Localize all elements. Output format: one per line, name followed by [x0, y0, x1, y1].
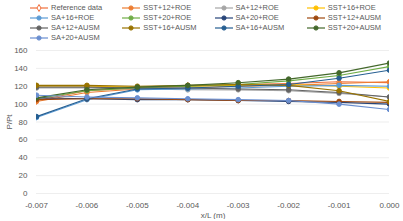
- html-text:SA+12+ROE: SA+12+ROE: [235, 3, 279, 12]
- svg-text:-0.007: -0.007: [25, 201, 48, 210]
- svg-text:120: 120: [14, 82, 28, 91]
- html-text:SST+20+AUSM: SST+20+AUSM: [327, 23, 382, 32]
- svg-text:-0.001: -0.001: [328, 201, 351, 210]
- svg-text:-0.006: -0.006: [76, 201, 99, 210]
- svg-text:0: 0: [23, 189, 28, 198]
- svg-text:20: 20: [19, 171, 28, 180]
- html-text:SA+12+AUSM: SA+12+AUSM: [51, 23, 100, 32]
- html-text:SST+12+AUSM: SST+12+AUSM: [327, 13, 382, 22]
- svg-text:-0.002: -0.002: [277, 201, 300, 210]
- svg-text:80: 80: [19, 118, 28, 127]
- html-text:Reference data: Reference data: [51, 3, 103, 12]
- svg-text:P/Pt: P/Pt: [5, 114, 14, 130]
- svg-text:140: 140: [14, 64, 28, 73]
- html-text:SA+16+AUSM: SA+16+AUSM: [235, 23, 285, 32]
- html-text:SST+20+ROE: SST+20+ROE: [143, 13, 192, 22]
- html-text:SA+16+ROE: SA+16+ROE: [51, 13, 95, 22]
- svg-text:160: 160: [14, 46, 28, 55]
- svg-text:100: 100: [14, 100, 28, 109]
- svg-text:-0.005: -0.005: [126, 201, 149, 210]
- html-text:SST+16+ROE: SST+16+ROE: [327, 3, 376, 12]
- html-text:SST+12+ROE: SST+12+ROE: [143, 3, 192, 12]
- svg-text:-0.004: -0.004: [176, 201, 199, 210]
- html-text:SA+20+AUSM: SA+20+AUSM: [51, 33, 100, 42]
- svg-text:-0.003: -0.003: [227, 201, 250, 210]
- html-text:SST+16+AUSM: SST+16+AUSM: [143, 23, 197, 32]
- svg-text:60: 60: [19, 135, 28, 144]
- svg-text:40: 40: [19, 153, 28, 162]
- svg-text:x/L (m): x/L (m): [201, 211, 226, 220]
- html-text:SA+20+ROE: SA+20+ROE: [235, 13, 279, 22]
- svg-text:0.000: 0.000: [379, 201, 400, 210]
